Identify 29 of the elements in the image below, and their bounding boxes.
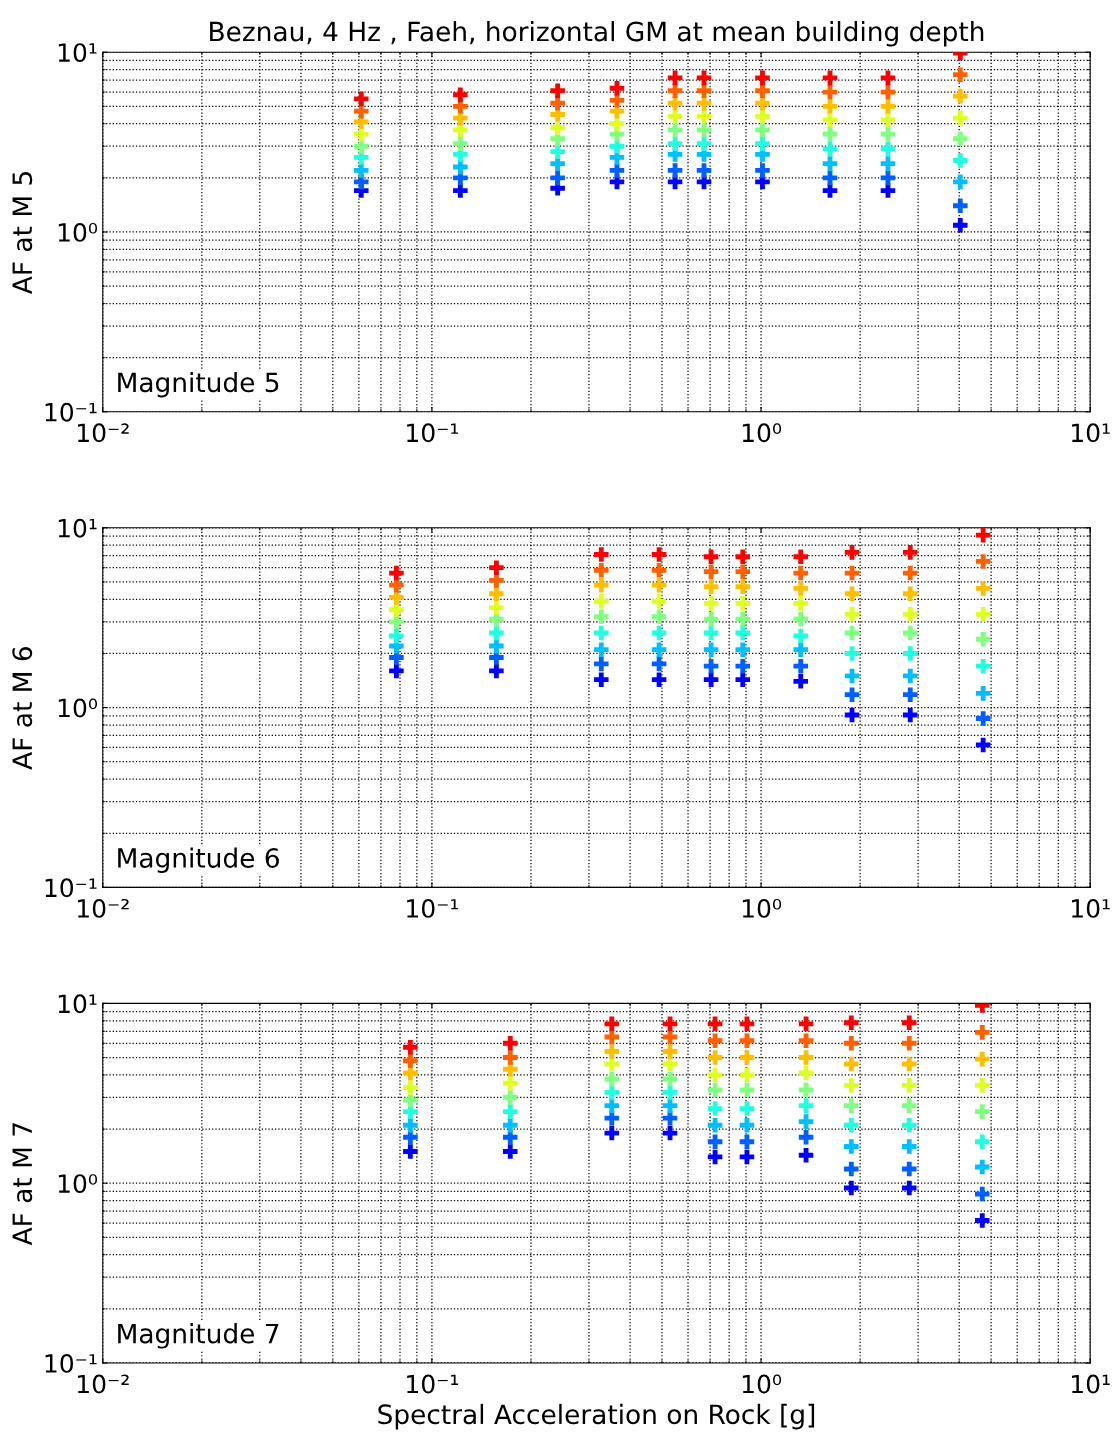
y-axis-title: AF at M 5 xyxy=(12,172,33,295)
y-tick-label: 10⁰ xyxy=(58,698,98,718)
y-tick-label: 10⁰ xyxy=(58,1174,98,1194)
y-axis-title: AF at M 7 xyxy=(12,1123,33,1246)
annotation: Magnitude 7 xyxy=(118,1323,279,1349)
x-tick-label: 10⁰ xyxy=(742,1374,782,1394)
x-tick-label: 10⁻² xyxy=(77,423,129,443)
y-tick-label: 10⁻¹ xyxy=(45,878,97,898)
annotation: Magnitude 6 xyxy=(118,847,279,874)
y-tick-label: 10⁻¹ xyxy=(45,402,97,422)
y-tick-label: 10¹ xyxy=(58,994,97,1014)
y-tick-label: 10¹ xyxy=(58,43,97,63)
annotation: Magnitude 5 xyxy=(118,371,279,398)
chart-title: Beznau, 4 Hz , Faeh, horizontal GM at mean building depth xyxy=(210,21,984,47)
x-tick-label: 10⁰ xyxy=(742,423,782,443)
x-tick-label: 10⁻¹ xyxy=(407,898,459,918)
x-tick-label: 10⁻¹ xyxy=(407,423,459,443)
x-tick-label: 10⁻² xyxy=(77,898,129,918)
x-tick-label: 10¹ xyxy=(1072,898,1110,918)
y-tick-label: 10¹ xyxy=(58,518,97,538)
x-tick-label: 10¹ xyxy=(1072,423,1110,443)
x-tick-label: 10⁻² xyxy=(77,1374,129,1394)
x-tick-label: 10¹ xyxy=(1072,1374,1110,1394)
x-tick-label: 10⁰ xyxy=(742,898,782,918)
y-tick-label: 10⁰ xyxy=(58,222,98,242)
x-axis-title: Spectral Acceleration on Rock [g] xyxy=(378,1403,815,1430)
x-tick-label: 10⁻¹ xyxy=(407,1374,459,1394)
y-tick-label: 10⁻¹ xyxy=(45,1353,97,1373)
y-axis-title: AF at M 6 xyxy=(12,647,33,770)
